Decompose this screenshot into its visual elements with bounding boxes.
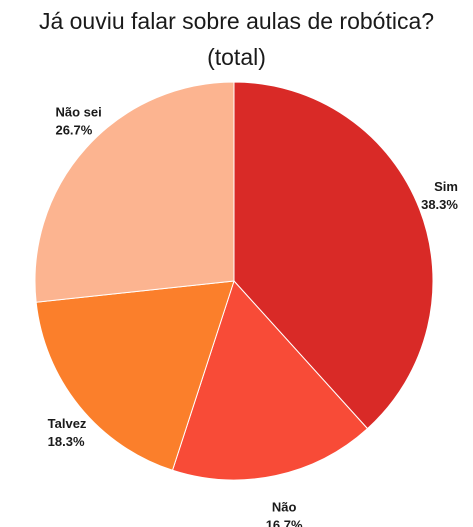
pie-labels: Sim 38.3% Não 16.7% Talvez 18.3% Não sei 26.7%	[48, 105, 459, 527]
pie-label-nao-sei: Não sei 26.7%	[55, 105, 101, 138]
pie-slice-nao	[171, 280, 369, 481]
pie-slice-nao-sei	[34, 81, 235, 303]
chart-title-line-2: (total)	[207, 44, 266, 70]
pie-label-talvez: Talvez 18.3%	[48, 416, 87, 449]
chart-title-line-1: Já ouviu falar sobre aulas de robótica?	[38, 8, 435, 34]
pie-slices	[34, 81, 434, 481]
pie-slice-sim	[233, 81, 434, 430]
pie-slice-talvez	[35, 280, 235, 471]
pie-label-sim: Sim 38.3%	[421, 179, 458, 212]
pie-label-nao: Não 16.7%	[266, 500, 303, 527]
